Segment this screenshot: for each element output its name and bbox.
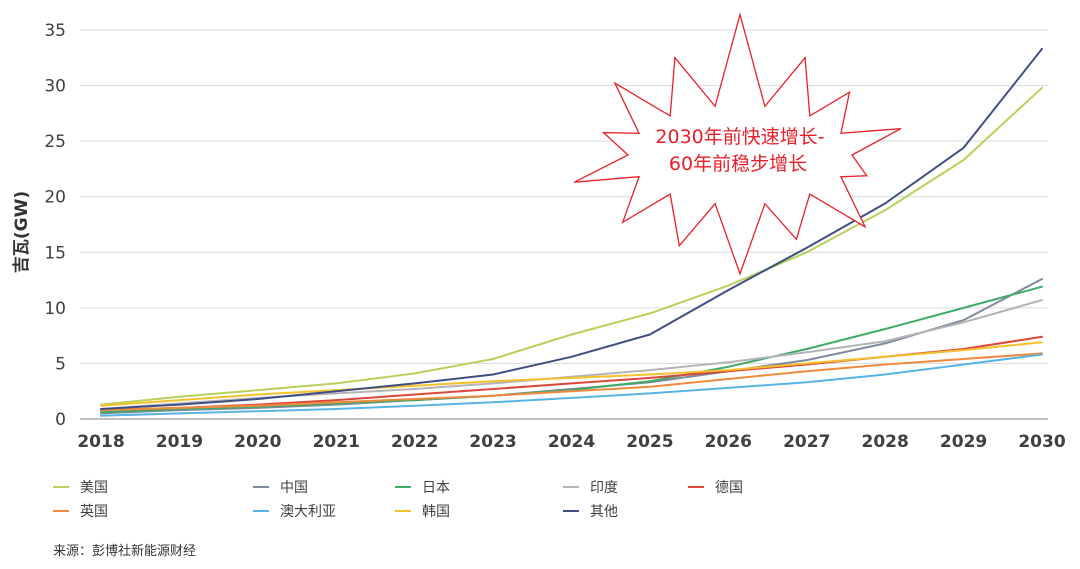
y-tick-label: 30 <box>44 77 66 97</box>
y-tick-label: 10 <box>44 299 66 319</box>
x-tick-label: 2027 <box>783 432 830 452</box>
x-tick-label: 2023 <box>469 432 516 452</box>
x-tick-label: 2019 <box>156 432 203 452</box>
legend-label: 英国 <box>80 503 108 520</box>
callout-starburst <box>574 12 902 276</box>
series-line <box>100 285 1043 414</box>
x-tick-label: 2018 <box>77 432 124 452</box>
x-tick-label: 2026 <box>705 432 752 452</box>
y-tick-labels: 0 5 10 15 20 25 30 35 <box>44 21 66 430</box>
x-tick-label: 2029 <box>940 432 987 452</box>
callout-line-1: 2030年前快速增长- <box>655 126 824 148</box>
series-line <box>100 353 1043 417</box>
x-tick-label: 2025 <box>626 432 673 452</box>
y-tick-label: 35 <box>44 21 66 41</box>
series-line <box>100 341 1043 407</box>
legend-item: 德国 <box>688 480 743 496</box>
legend-label: 其他 <box>590 504 618 520</box>
series-line <box>100 278 1043 415</box>
series-lines <box>100 47 1043 417</box>
series-line <box>100 352 1043 412</box>
series-line <box>100 47 1043 410</box>
legend-label: 韩国 <box>422 504 450 520</box>
y-tick-label: 0 <box>55 410 66 430</box>
legend-label: 德国 <box>715 480 743 496</box>
y-tick-label: 25 <box>44 132 66 152</box>
x-tick-label: 2022 <box>391 432 438 452</box>
series-line <box>100 86 1043 406</box>
legend-label: 澳大利亚 <box>280 504 336 520</box>
x-tick-labels: 2018 2019 2020 2021 2022 2023 2024 2025 2026 2027… <box>77 432 1065 452</box>
y-tick-label: 5 <box>55 354 66 374</box>
legend-label: 印度 <box>590 480 618 496</box>
series-line <box>100 299 1043 410</box>
callout: 2030年前快速增长- 60年前稳步增长 <box>574 12 902 276</box>
y-axis-label: 吉瓦(GW) <box>12 191 32 273</box>
legend-item: 其他 <box>563 504 618 520</box>
legend-item: 印度 <box>563 480 618 496</box>
legend-item: 韩国 <box>395 504 450 520</box>
source-note: 来源：彭博社新能源财经 <box>53 544 197 559</box>
legend-label: 日本 <box>422 480 450 496</box>
y-tick-label: 15 <box>44 243 66 263</box>
legend-item: 中国 <box>253 480 308 496</box>
x-tick-label: 2020 <box>234 432 281 452</box>
x-tick-label: 2030 <box>1018 432 1065 452</box>
grid-lines <box>80 29 1048 420</box>
legend-item: 英国 <box>53 503 108 520</box>
legend-label: 中国 <box>280 480 308 496</box>
legend-item: 澳大利亚 <box>253 504 336 520</box>
x-tick-label: 2021 <box>313 432 360 452</box>
callout-line-2: 60年前稳步增长 <box>669 153 807 175</box>
y-tick-label: 20 <box>44 188 66 208</box>
x-tick-label: 2024 <box>548 432 595 452</box>
legend-item: 日本 <box>395 480 450 496</box>
legend-label: 美国 <box>80 480 108 496</box>
legend-item: 美国 <box>53 480 108 496</box>
x-tick-label: 2028 <box>862 432 909 452</box>
